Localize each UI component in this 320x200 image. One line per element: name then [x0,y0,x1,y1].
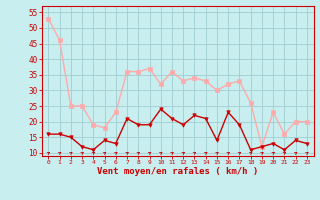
X-axis label: Vent moyen/en rafales ( km/h ): Vent moyen/en rafales ( km/h ) [97,167,258,176]
